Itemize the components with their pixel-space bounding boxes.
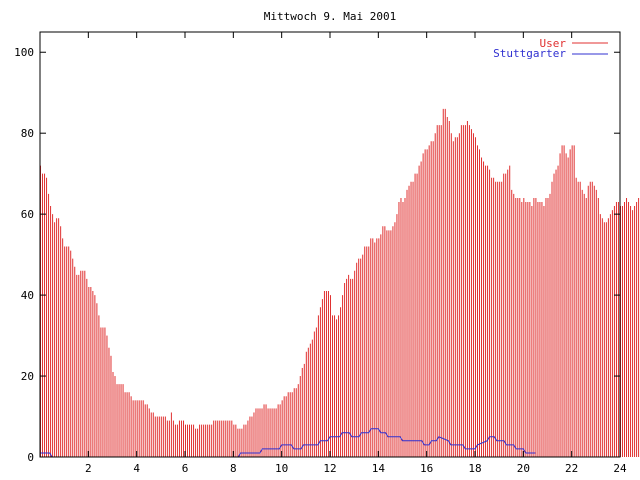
x-tick-label: 16 bbox=[420, 462, 433, 475]
x-tick-label: 4 bbox=[133, 462, 140, 475]
chart-title: Mittwoch 9. Mai 2001 bbox=[264, 10, 396, 23]
y-tick-label: 100 bbox=[14, 46, 34, 59]
stuttgarter-line bbox=[40, 428, 536, 458]
x-tick-label: 2 bbox=[85, 462, 92, 475]
x-tick-label: 20 bbox=[517, 462, 530, 475]
y-tick-label: 40 bbox=[21, 289, 34, 302]
legend-label-stuttgarter: Stuttgarter bbox=[493, 47, 566, 60]
x-tick-label: 14 bbox=[372, 462, 386, 475]
x-tick-label: 6 bbox=[182, 462, 189, 475]
x-tick-label: 18 bbox=[468, 462, 481, 475]
x-tick-label: 12 bbox=[323, 462, 336, 475]
y-axis: 0 20 40 60 80 100 bbox=[14, 46, 620, 464]
x-tick-label: 24 bbox=[613, 462, 627, 475]
legend: User Stuttgarter bbox=[493, 37, 608, 60]
y-tick-label: 0 bbox=[27, 451, 34, 464]
legend-label-user: User bbox=[540, 37, 567, 50]
user-series-bars bbox=[40, 108, 640, 457]
stuttgarter-series-line bbox=[40, 428, 536, 458]
y-tick-label: 80 bbox=[21, 127, 34, 140]
x-tick-label: 22 bbox=[565, 462, 578, 475]
y-tick-label: 60 bbox=[21, 208, 34, 221]
x-axis: 2 4 6 8 10 12 14 16 18 20 22 24 bbox=[85, 32, 627, 475]
x-tick-label: 10 bbox=[275, 462, 288, 475]
y-tick-label: 20 bbox=[21, 370, 34, 383]
x-tick-label: 8 bbox=[230, 462, 237, 475]
